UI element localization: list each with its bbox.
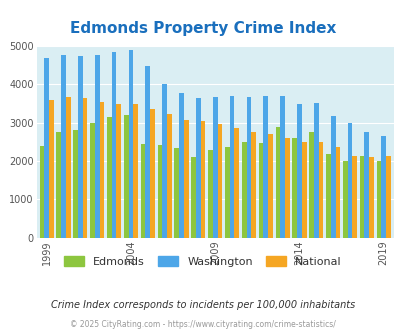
Bar	[251, 132, 255, 238]
Bar	[296, 104, 301, 238]
Bar	[116, 104, 121, 238]
Bar	[330, 116, 335, 238]
Bar	[44, 58, 49, 238]
Bar	[196, 98, 200, 238]
Bar	[200, 121, 205, 238]
Bar	[376, 161, 380, 238]
Bar	[258, 144, 263, 238]
Bar	[99, 102, 104, 238]
Bar	[241, 142, 246, 238]
Bar	[301, 142, 306, 238]
Bar	[385, 156, 390, 238]
Bar	[49, 100, 53, 238]
Bar	[234, 128, 239, 238]
Bar	[179, 93, 183, 238]
Legend: Edmonds, Washington, National: Edmonds, Washington, National	[64, 256, 341, 267]
Bar	[78, 56, 83, 238]
Bar	[111, 52, 116, 238]
Bar	[162, 84, 166, 238]
Bar	[368, 157, 373, 238]
Bar	[133, 104, 138, 238]
Bar	[284, 138, 289, 238]
Bar	[107, 117, 111, 238]
Bar	[95, 55, 99, 238]
Bar	[174, 148, 179, 238]
Bar	[364, 132, 368, 238]
Bar	[275, 127, 279, 238]
Bar	[61, 55, 66, 238]
Bar	[279, 96, 284, 238]
Bar	[157, 145, 162, 238]
Bar	[191, 157, 196, 238]
Bar	[380, 136, 385, 238]
Bar	[229, 96, 234, 238]
Bar	[208, 149, 212, 238]
Bar	[166, 114, 171, 238]
Bar	[66, 97, 70, 238]
Bar	[128, 50, 133, 238]
Bar	[141, 144, 145, 238]
Bar	[183, 120, 188, 238]
Bar	[246, 97, 251, 238]
Bar	[83, 98, 87, 238]
Bar	[325, 154, 330, 238]
Bar	[39, 147, 44, 238]
Bar	[90, 123, 95, 238]
Text: Crime Index corresponds to incidents per 100,000 inhabitants: Crime Index corresponds to incidents per…	[51, 300, 354, 310]
Text: Edmonds Property Crime Index: Edmonds Property Crime Index	[70, 21, 335, 36]
Bar	[150, 109, 154, 238]
Bar	[212, 97, 217, 238]
Bar	[267, 134, 272, 238]
Bar	[56, 132, 61, 238]
Bar	[313, 103, 318, 238]
Bar	[263, 96, 267, 238]
Bar	[352, 156, 356, 238]
Bar	[318, 142, 322, 238]
Bar	[145, 66, 150, 238]
Bar	[73, 130, 78, 238]
Bar	[335, 147, 339, 238]
Bar	[342, 161, 347, 238]
Bar	[292, 138, 296, 238]
Bar	[359, 156, 364, 238]
Bar	[309, 132, 313, 238]
Bar	[217, 124, 222, 238]
Bar	[347, 123, 352, 238]
Bar	[224, 147, 229, 238]
Bar	[124, 115, 128, 238]
Text: © 2025 CityRating.com - https://www.cityrating.com/crime-statistics/: © 2025 CityRating.com - https://www.city…	[70, 319, 335, 329]
